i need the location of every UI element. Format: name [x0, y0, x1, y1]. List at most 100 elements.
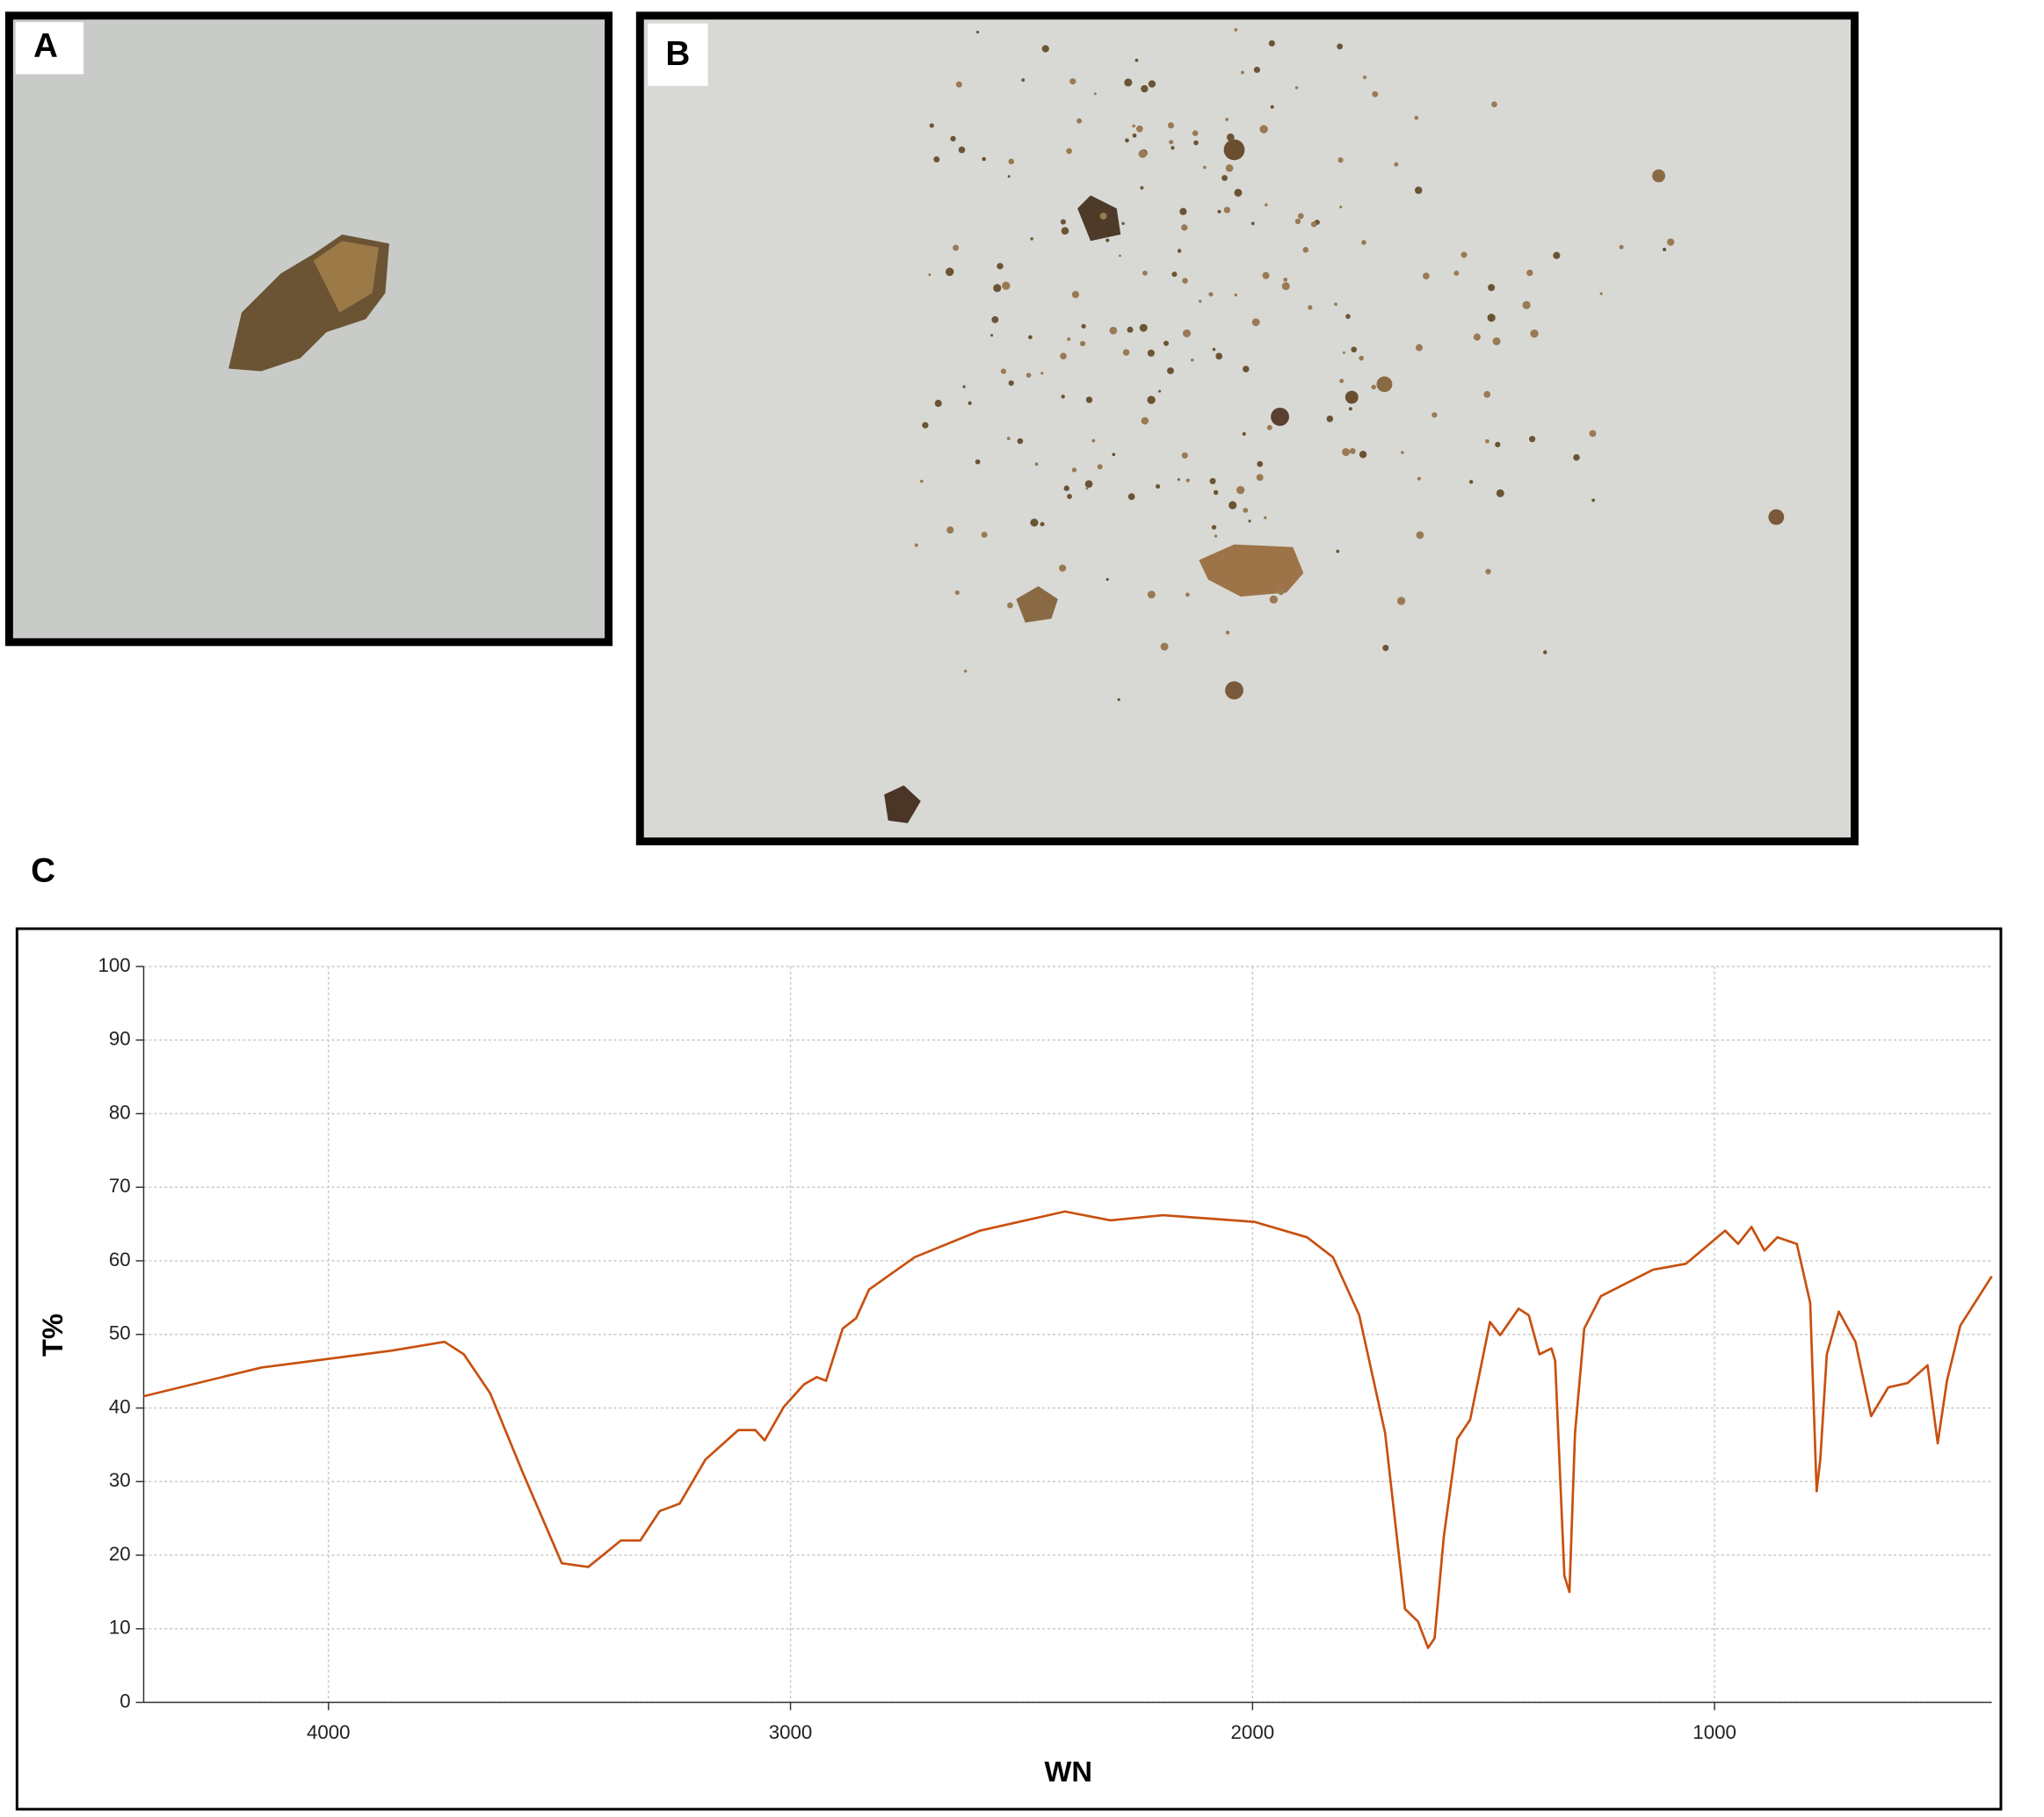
speck [1079, 340, 1086, 347]
speck [962, 385, 966, 388]
speck [1468, 480, 1474, 484]
speck [991, 315, 999, 323]
speck [1085, 487, 1089, 490]
speck [1573, 453, 1580, 461]
speck [1265, 203, 1268, 206]
speck [1372, 90, 1379, 98]
speck [1266, 424, 1272, 431]
speck [1190, 358, 1194, 362]
speck [929, 123, 934, 128]
speck [1242, 431, 1246, 436]
speck [1326, 415, 1334, 423]
speck [1169, 140, 1174, 145]
speck [950, 135, 956, 141]
speck [1141, 416, 1149, 425]
speck [1167, 122, 1175, 129]
y-tick-label: 90 [109, 1028, 131, 1050]
speck [928, 273, 931, 277]
x-tick-label: 2000 [1231, 1721, 1275, 1743]
speck [1334, 302, 1337, 307]
speck [1359, 451, 1367, 459]
speck [1208, 292, 1214, 297]
label-box [648, 23, 708, 86]
soil-grain [1376, 376, 1393, 393]
speck [1066, 148, 1072, 155]
speck [1339, 206, 1343, 209]
panel-a: A [4, 11, 613, 647]
speck [1543, 650, 1547, 655]
speck [1163, 340, 1170, 346]
speck [1117, 698, 1120, 701]
panel-label: A [33, 27, 58, 65]
speck [1007, 602, 1013, 609]
speck [1226, 133, 1235, 141]
speck [1040, 372, 1044, 375]
label-box [15, 22, 84, 75]
speck [1221, 175, 1228, 182]
speck [1215, 352, 1223, 360]
speck [1308, 305, 1313, 310]
speck [922, 422, 929, 429]
soil-grain [1271, 408, 1289, 426]
speck [1401, 451, 1404, 454]
speck [1349, 448, 1356, 454]
speck [1147, 349, 1155, 357]
speck [1134, 58, 1139, 62]
speck [1432, 412, 1438, 418]
speck [1487, 314, 1496, 322]
speck [958, 146, 966, 154]
speck [1214, 534, 1218, 538]
speck [1362, 75, 1367, 80]
x-tick-label: 1000 [1692, 1721, 1736, 1743]
speck [1171, 146, 1175, 150]
speck [1213, 489, 1219, 496]
speck [1105, 238, 1110, 243]
y-tick-label: 100 [98, 954, 130, 976]
speck [1147, 590, 1156, 599]
speck [955, 81, 962, 88]
speck [1167, 367, 1174, 374]
speck [1414, 115, 1419, 120]
spectrum-line [143, 1210, 1993, 1649]
speck [1139, 323, 1148, 332]
x-axis-label: WN [1045, 1755, 1092, 1788]
speck [1002, 281, 1011, 290]
speck [919, 479, 924, 483]
speck [1225, 164, 1234, 172]
speck [1414, 186, 1423, 194]
speck [975, 31, 980, 34]
speck [1192, 130, 1199, 136]
speck [1121, 221, 1125, 226]
y-tick-label: 50 [109, 1322, 131, 1344]
speck [1236, 486, 1245, 495]
speck [1483, 391, 1491, 398]
speck [1105, 577, 1109, 582]
x-tick-label: 4000 [307, 1721, 351, 1743]
plot-area [143, 966, 1992, 1703]
speck [1281, 282, 1290, 291]
speck [1473, 333, 1481, 341]
speck [1118, 254, 1121, 257]
speck [1371, 384, 1376, 390]
speck [1337, 157, 1344, 163]
y-tick-label: 20 [109, 1543, 131, 1565]
speck [1251, 318, 1260, 327]
speck [1067, 337, 1071, 342]
speck [1415, 344, 1424, 351]
speck [1217, 209, 1221, 214]
speck [1026, 373, 1032, 378]
speck [1223, 206, 1231, 214]
speck [1028, 335, 1033, 340]
speck [1269, 595, 1279, 604]
panel-label: B [665, 35, 690, 73]
speck [1666, 238, 1675, 246]
speck [945, 267, 954, 277]
speck [1619, 244, 1624, 250]
speck [1423, 272, 1430, 279]
speck [1181, 224, 1188, 231]
speck [1008, 380, 1014, 387]
speck [1067, 494, 1072, 499]
speck [1007, 175, 1011, 178]
speck [1127, 493, 1135, 501]
speck [933, 156, 940, 163]
